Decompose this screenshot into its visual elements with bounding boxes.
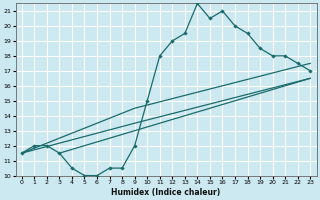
X-axis label: Humidex (Indice chaleur): Humidex (Indice chaleur): [111, 188, 221, 197]
